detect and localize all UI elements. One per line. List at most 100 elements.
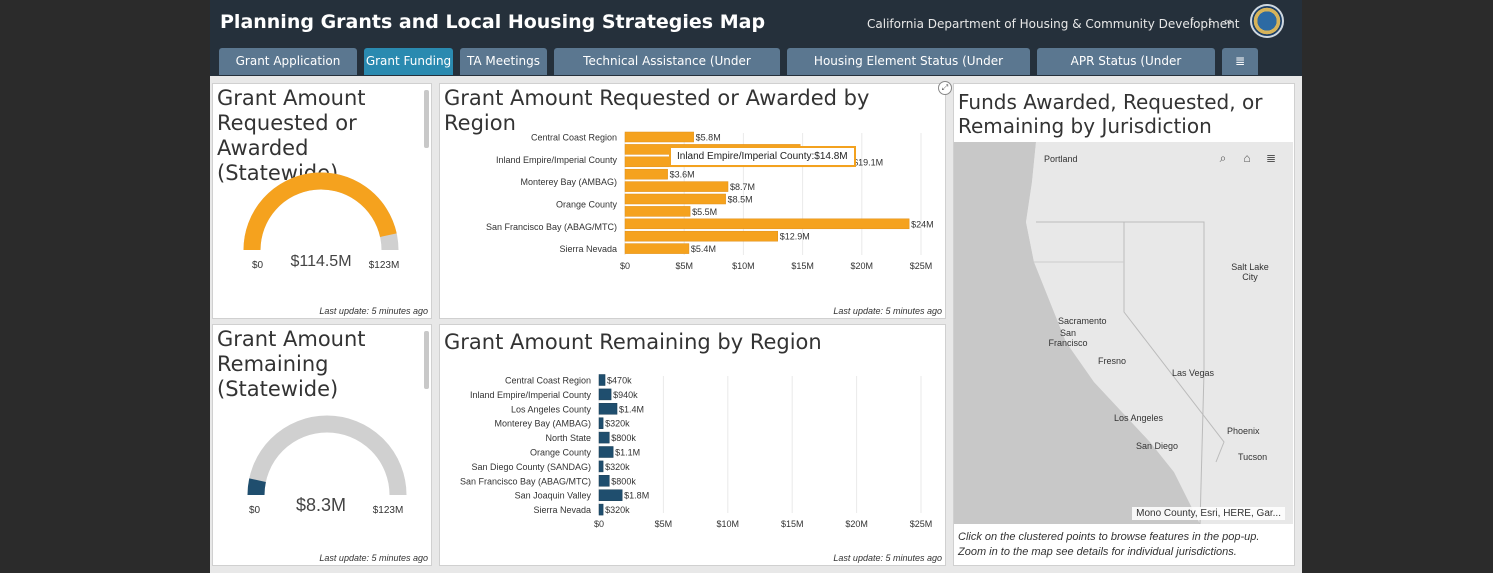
gauge-fill (247, 478, 266, 496)
x-tick-label: $5M (655, 519, 673, 529)
data-label: $5.8M (696, 133, 721, 143)
map-city-label: San Diego (1136, 441, 1179, 451)
last-update-note: Last update: 5 minutes ago (319, 553, 428, 563)
tab-ta-meetings[interactable]: TA Meetings (460, 48, 547, 75)
dashboard-content: Grant Amount Requested or Awarded (State… (210, 76, 1302, 573)
ocean-area (954, 142, 1200, 524)
gauge-value-label: $114.5M (290, 253, 351, 270)
bar (624, 168, 668, 180)
map-city-label: San Francisco (1048, 328, 1088, 348)
map-city-label: Tucson (1238, 452, 1268, 462)
chart-title: Grant Amount Remaining by Region (444, 330, 822, 354)
bar (598, 403, 618, 415)
gauge-min-label: $0 (249, 505, 261, 516)
map-basemap (954, 142, 1293, 524)
y-tick-label: North State (545, 433, 591, 443)
last-update-note: Last update: 5 minutes ago (833, 306, 942, 316)
data-label: $12.9M (780, 232, 810, 242)
data-label: $940k (613, 390, 638, 400)
panel-scrollbar[interactable] (424, 90, 429, 148)
y-tick-label: Los Angeles County (511, 404, 592, 414)
y-tick-label: Sierra Nevada (533, 505, 591, 515)
tab-menu-list-icon[interactable]: ≣ (1222, 48, 1258, 75)
gauge-panel-requested: Grant Amount Requested or Awarded (State… (212, 83, 432, 319)
tab-housing-element-status[interactable]: Housing Element Status (Under Constructi… (787, 48, 1030, 95)
bar (598, 460, 604, 473)
land-area (954, 142, 1293, 524)
map-panel: Funds Awarded, Requested, or Remaining b… (953, 83, 1295, 566)
data-label: $470k (607, 376, 632, 386)
y-tick-label: Monterey Bay (AMBAG) (520, 177, 617, 187)
map-view[interactable]: Portland Salt Lake City Sacramento San F… (954, 142, 1293, 524)
gauge-title-line: Grant Amount (217, 86, 366, 110)
bar (598, 489, 623, 501)
map-city-label: Portland (1044, 154, 1078, 164)
bar-chart-remaining[interactable]: $0 $5M $10M $15M $20M $25M $470k $940k $1.4M $320… (440, 365, 945, 565)
gauge-title-line: Remaining (217, 352, 329, 376)
y-tick-label: Inland Empire/Imperial County (496, 155, 618, 165)
bar (624, 131, 694, 143)
chart-panel-remaining-by-region: Grant Amount Remaining by Region $0 $5M $1… (439, 324, 946, 566)
map-title-line: Funds Awarded, Requested, or (958, 90, 1263, 114)
tab-technical-assistance[interactable]: Technical Assistance (Under Construction… (554, 48, 780, 95)
bar (624, 181, 729, 192)
tab-apr-status[interactable]: APR Status (Under Construction) (1037, 48, 1215, 95)
last-update-note: Last update: 5 minutes ago (833, 553, 942, 563)
data-label: $24M (911, 219, 934, 229)
y-tick-label: San Francisco Bay (ABAG/MTC) (486, 222, 617, 232)
x-tick-label: $20M (851, 261, 874, 271)
bar (624, 193, 726, 205)
x-tick-label: $5M (675, 261, 693, 271)
data-label: $800k (611, 433, 636, 443)
x-tick-label: $15M (781, 519, 804, 529)
list-icon[interactable]: ≣ (1265, 151, 1277, 165)
tab-grant-funding[interactable]: Grant Funding (364, 48, 453, 75)
data-label: $8.5M (728, 195, 753, 205)
twitter-icon[interactable]: t (1208, 16, 1212, 28)
search-icon[interactable]: ⌕ (1219, 151, 1227, 165)
bar (598, 431, 610, 444)
data-label: $3.6M (670, 170, 695, 180)
map-city-label: Salt Lake City (1231, 262, 1269, 282)
map-city-label: Fresno (1098, 356, 1127, 366)
gauge-value-label: $8.3M (296, 495, 346, 515)
map-attribution[interactable]: Mono County, Esri, HERE, Gar... (1132, 507, 1285, 520)
map-title: Funds Awarded, Requested, or Remaining b… (958, 90, 1262, 138)
bar (624, 206, 691, 217)
fullscreen-icon[interactable]: ⤢ (938, 81, 952, 95)
x-tick-label: $25M (910, 519, 933, 529)
gauge-title-line: (Statewide) (217, 377, 339, 401)
data-label: $800k (611, 476, 636, 486)
y-tick-label: San Joaquin Valley (515, 491, 592, 501)
chart-tooltip: Inland Empire/Imperial County:$14.8M (669, 146, 856, 167)
y-tick-label: Orange County (530, 448, 592, 458)
last-update-note: Last update: 5 minutes ago (319, 306, 428, 316)
x-tick-label: $0 (620, 261, 630, 271)
y-tick-label: Monterey Bay (AMBAG) (494, 419, 591, 429)
panel-scrollbar[interactable] (424, 331, 429, 389)
map-city-label: Los Angeles (1114, 413, 1164, 423)
bar (624, 243, 690, 254)
map-title-line: Remaining by Jurisdiction (958, 114, 1212, 138)
map-city-label: Phoenix (1227, 426, 1260, 436)
y-tick-label: Central Coast Region (531, 133, 617, 143)
bar (598, 374, 606, 386)
department-seal-logo (1250, 4, 1284, 38)
home-icon[interactable]: ⌂ (1243, 151, 1251, 165)
x-tick-label: $20M (845, 519, 868, 529)
link-icon[interactable]: ∞ (1224, 16, 1232, 28)
facebook-icon[interactable]: f (1190, 16, 1194, 28)
tab-grant-application-status[interactable]: Grant Application Status (219, 48, 357, 95)
gauge-min-label: $0 (252, 260, 264, 271)
data-label: $1.1M (615, 448, 640, 458)
bar (598, 417, 604, 429)
gauge-max-label: $123M (369, 260, 400, 271)
dashboard-app: Planning Grants and Local Housing Strate… (210, 0, 1302, 573)
bar (598, 388, 612, 401)
data-label: $8.7M (730, 182, 755, 192)
state-boundary (1124, 221, 1205, 524)
org-name: California Department of Housing & Commu… (867, 17, 1240, 31)
y-tick-label: San Diego County (SANDAG) (471, 462, 591, 472)
x-tick-label: $10M (717, 519, 740, 529)
gauge-chart: $0 $8.3M $123M (247, 415, 407, 516)
